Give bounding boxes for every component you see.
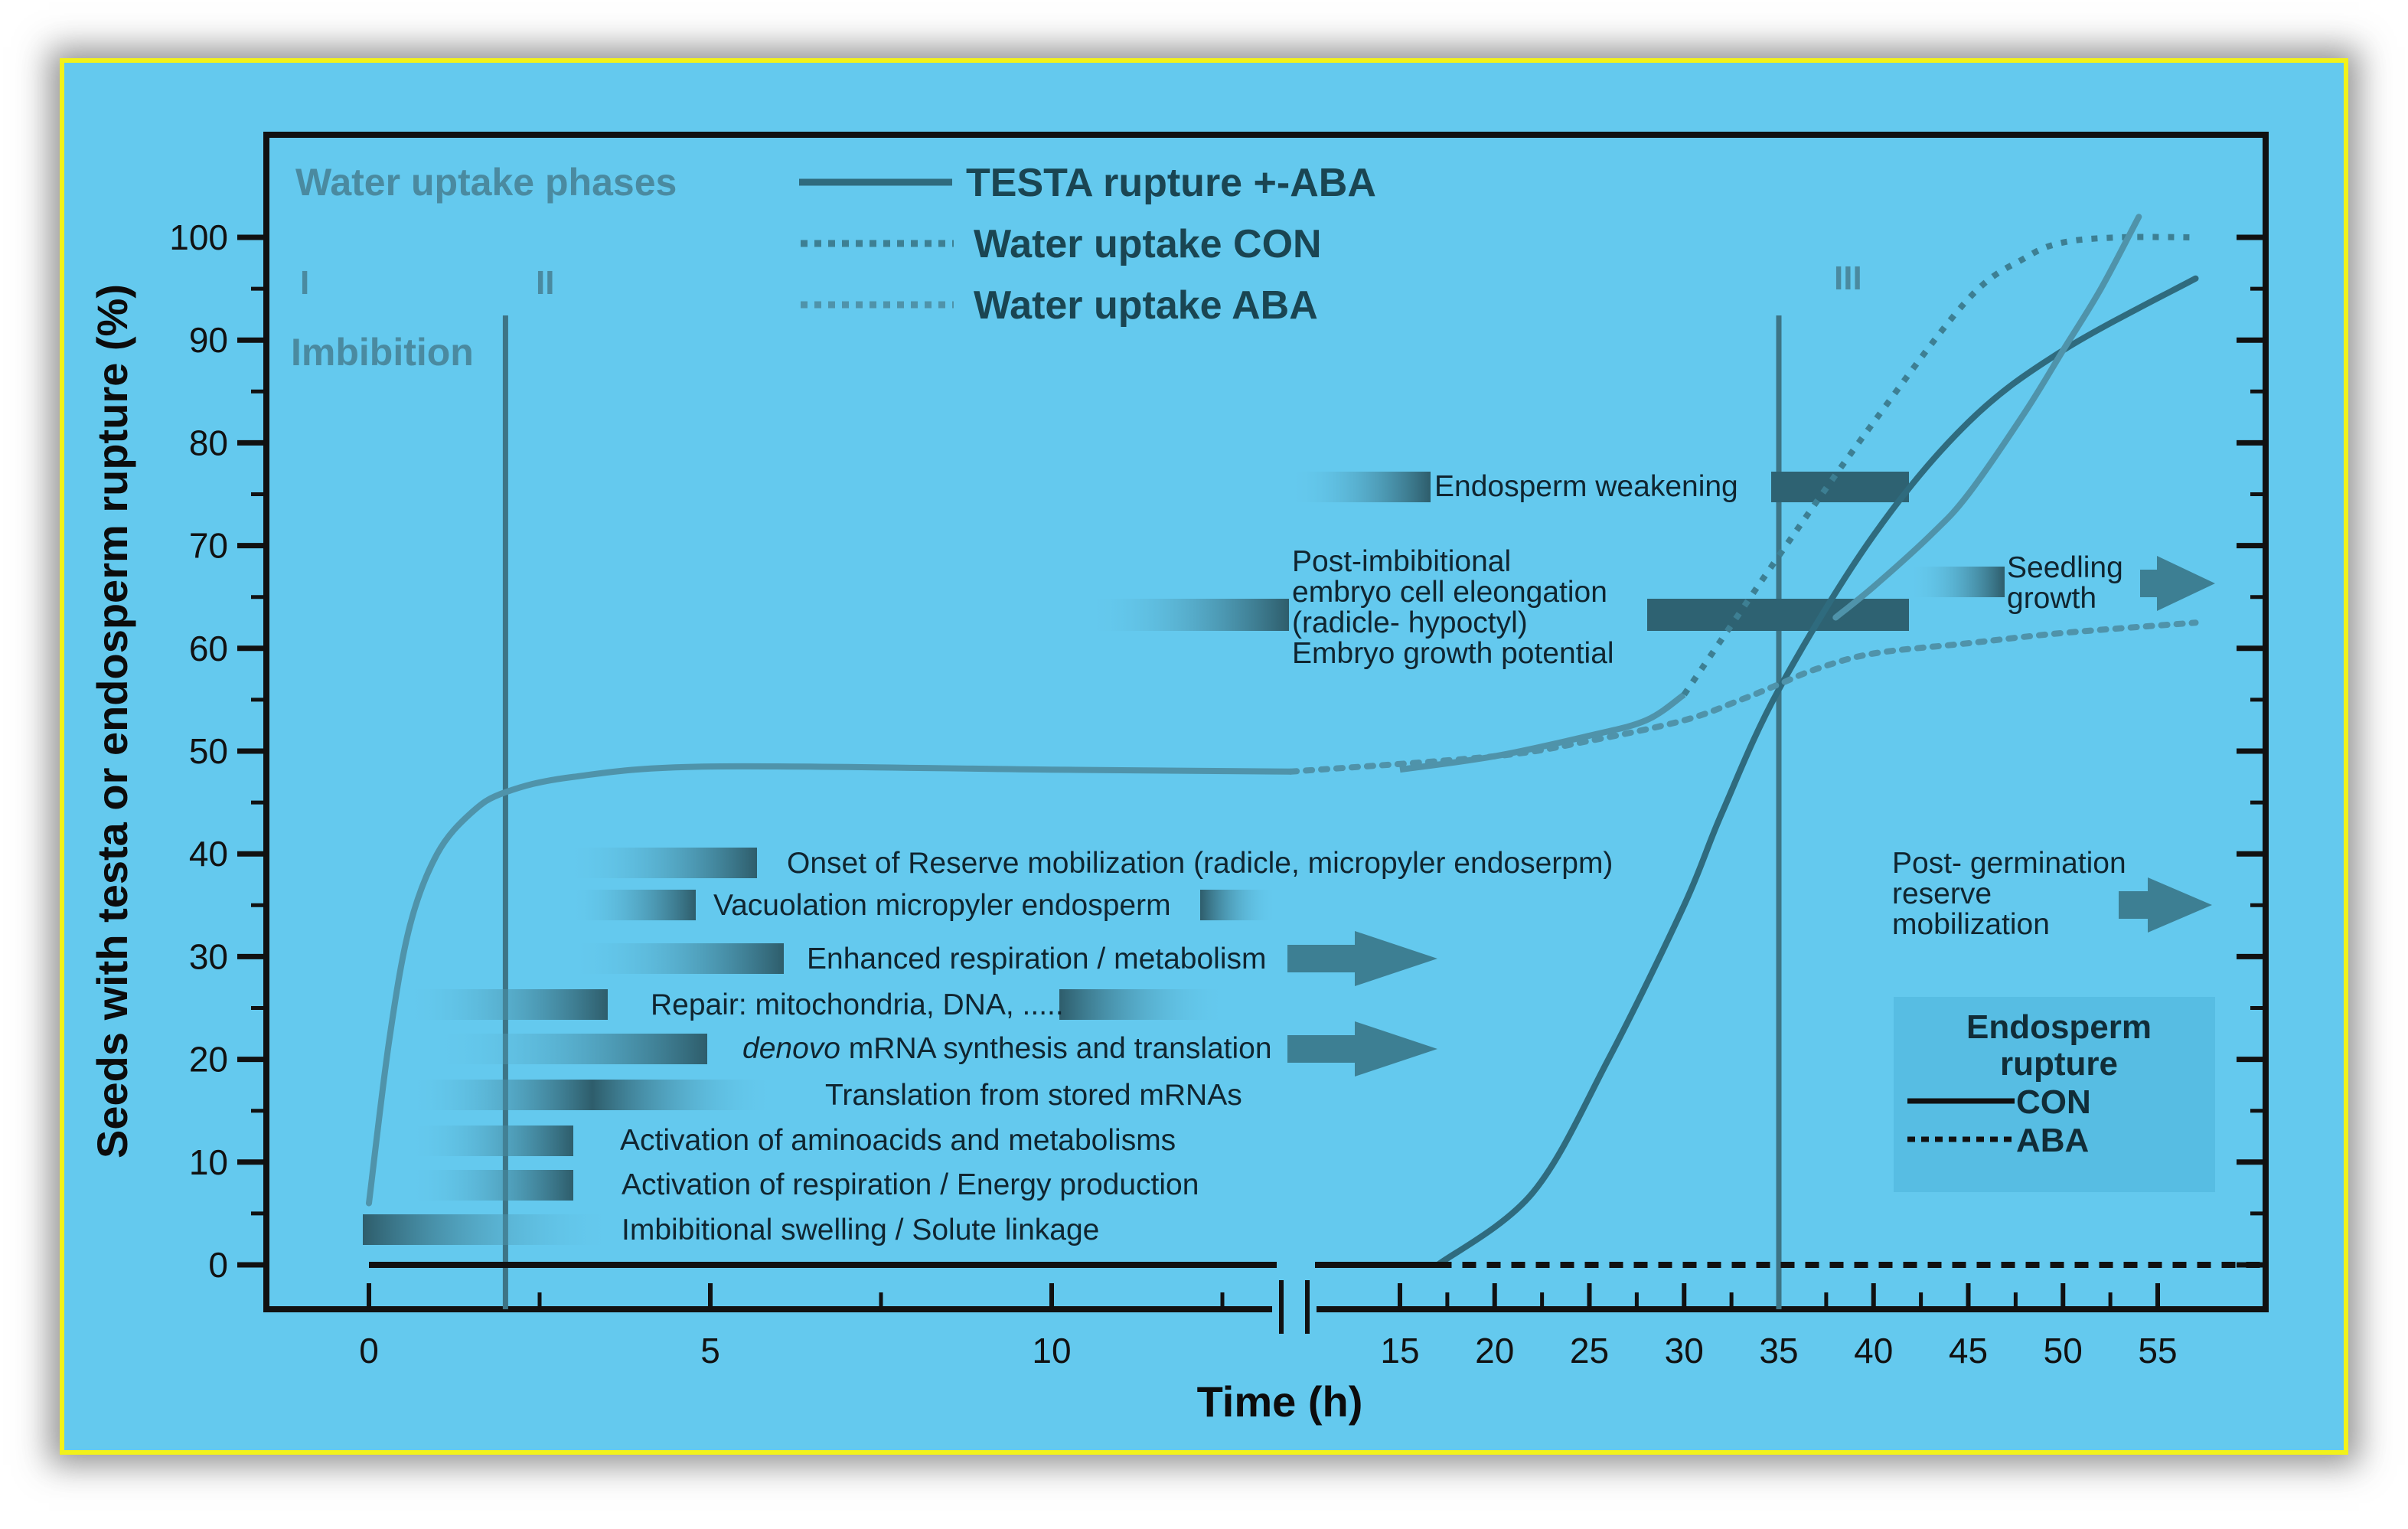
bar-vacuolation-left [569, 890, 696, 920]
phases-title: Water uptake phases [295, 161, 677, 204]
bar-seedling [1909, 567, 2005, 597]
x-tick-labels: 0 5 10 15 20 25 30 35 40 45 50 55 [359, 1331, 2177, 1371]
annot-post-germ-2: reserve [1892, 877, 1992, 910]
series-testa-rupture-aba [1434, 275, 2199, 1268]
series-water-con-mid [1399, 691, 1686, 773]
arrow-denovo [1287, 1021, 1437, 1077]
y-axis-title: Seeds with testa or endosperm rupture (%… [88, 284, 136, 1158]
x-tick-label: 50 [2044, 1331, 2083, 1371]
bar-endosperm-weakening-left [1289, 472, 1431, 502]
annot-denovo-rest: mRNA synthesis and translation [840, 1032, 1272, 1065]
x-axis-break [1272, 1257, 1317, 1334]
bar-denovo [432, 1034, 707, 1064]
annot-energy: Activation of respiration / Energy produ… [622, 1168, 1199, 1201]
y-tick-label: 80 [189, 423, 228, 462]
y-axis-ticks [237, 234, 2267, 1268]
bar-repair-left [405, 989, 608, 1020]
series-water-uptake-aba [1287, 619, 2199, 775]
annot-vacuolation: Vacuolation micropyler endosperm [713, 889, 1171, 922]
annot-onset-reserve: Onset of Reserve mobilization (radicle, … [787, 847, 1613, 880]
inset-label-con: CON [2016, 1083, 2091, 1121]
y-tick-label: 70 [189, 526, 228, 566]
annot-swelling: Imbibitional swelling / Solute linkage [622, 1214, 1099, 1246]
y-tick-label: 30 [189, 936, 228, 976]
phase-1-label: I [300, 264, 309, 302]
legend: TESTA rupture +-ABA Water uptake CON Wat… [799, 161, 1376, 328]
annot-seedling-2: growth [2007, 582, 2096, 615]
y-tick-label: 10 [189, 1142, 228, 1182]
annot-aminoacids: Activation of aminoacids and metabolisms [620, 1124, 1176, 1157]
annot-seedling-1: Seedling [2007, 551, 2123, 584]
series-layer [366, 214, 2261, 1268]
inset-label-aba: ABA [2016, 1122, 2089, 1159]
bar-energy [409, 1170, 573, 1201]
inset-legend: Endosperm rupture CON ABA [1907, 1008, 2152, 1159]
annot-post-germ-1: Post- germination [1892, 847, 2126, 880]
y-tick-label: 90 [189, 320, 228, 360]
annot-post-imb-1: Post-imbibitional [1292, 545, 1511, 578]
annot-translation: Translation from stored mRNAs [825, 1079, 1242, 1112]
phase-1-name: Imbibition [291, 331, 474, 374]
annot-post-imb-3: (radicle- hypoctyl) [1292, 606, 1528, 639]
bar-endosperm-weakening-right [1771, 472, 1909, 502]
x-tick-label: 0 [359, 1331, 379, 1371]
x-axis-title: Time (h) [1197, 1377, 1363, 1426]
y-tick-labels: 0 10 20 30 40 50 60 70 80 90 100 [169, 217, 228, 1285]
x-axis-ticks [367, 1283, 2160, 1309]
annot-endosperm-weakening: Endosperm weakening [1434, 470, 1738, 503]
arrow-post-germination [2119, 877, 2212, 933]
y-tick-label: 50 [189, 731, 228, 771]
y-tick-label: 20 [189, 1040, 228, 1080]
bar-post-imbibitional-right [1647, 599, 1909, 631]
process-bars [363, 472, 2005, 1245]
y-tick-label: 0 [208, 1245, 228, 1285]
inset-legend-box [1894, 997, 2215, 1192]
inset-title-line2: rupture [2000, 1045, 2118, 1083]
y-tick-label: 40 [189, 834, 228, 874]
y-tick-label: 60 [189, 629, 228, 668]
bar-respiration [569, 943, 784, 974]
annot-denovo: denovo mRNA synthesis and translation [742, 1032, 1272, 1065]
figure-frame: 0 10 20 30 40 50 60 70 80 90 100 0 5 10 15 20 25 30 35 40 4… [60, 58, 2348, 1455]
annot-post-germ-3: mobilization [1892, 908, 2050, 941]
bar-aminoacids [409, 1126, 573, 1156]
series-water-con-early [366, 763, 1294, 1207]
x-tick-label: 40 [1854, 1331, 1893, 1371]
x-tick-label: 10 [1032, 1331, 1071, 1371]
annot-respiration: Enhanced respiration / metabolism [807, 943, 1266, 975]
legend-label-testa: TESTA rupture +-ABA [966, 161, 1376, 205]
bar-onset-reserve [566, 848, 757, 878]
phase-2-label: II [536, 264, 554, 302]
legend-label-water-con: Water uptake CON [974, 222, 1322, 266]
legend-label-water-aba: Water uptake ABA [974, 283, 1318, 328]
x-tick-label: 5 [700, 1331, 720, 1371]
bar-vacuolation-right [1200, 890, 1277, 920]
series-con [1832, 214, 2142, 621]
annot-denovo-italic: denovo [742, 1032, 840, 1065]
annot-repair: Repair: mitochondria, DNA, ..... [651, 988, 1064, 1021]
annot-post-imb-2: embryo cell eleongation [1292, 576, 1607, 609]
y-tick-label: 100 [169, 217, 228, 257]
arrow-respiration [1287, 931, 1437, 986]
annot-post-imb-4: Embryo growth potential [1292, 637, 1614, 670]
annotations: Endosperm weakening Post-imbibitional em… [620, 470, 2126, 1246]
x-tick-label: 20 [1475, 1331, 1514, 1371]
x-tick-label: 25 [1570, 1331, 1609, 1371]
bar-translation [409, 1080, 776, 1110]
phase-3-label: III [1834, 260, 1862, 297]
germination-chart: 0 10 20 30 40 50 60 70 80 90 100 0 5 10 15 20 25 30 35 40 4… [88, 132, 2269, 1426]
arrow-seedling [2140, 556, 2215, 611]
block-arrows [1287, 556, 2215, 1077]
x-tick-label: 45 [1949, 1331, 1988, 1371]
x-tick-label: 15 [1380, 1331, 1419, 1371]
x-tick-label: 55 [2138, 1331, 2177, 1371]
x-tick-label: 30 [1665, 1331, 1704, 1371]
bar-repair-right [1059, 989, 1228, 1020]
inset-title-line1: Endosperm [1966, 1008, 2152, 1046]
bar-post-imbibitional-left [1086, 599, 1289, 631]
bar-swelling [363, 1214, 615, 1245]
x-tick-label: 35 [1759, 1331, 1798, 1371]
